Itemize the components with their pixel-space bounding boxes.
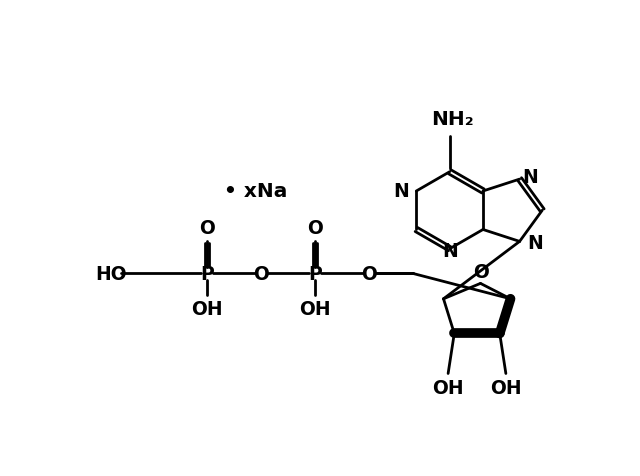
- Text: OH: OH: [299, 300, 331, 318]
- Text: OH: OH: [490, 378, 522, 397]
- Text: P: P: [200, 264, 214, 283]
- Text: N: N: [393, 182, 408, 201]
- Text: P: P: [308, 264, 322, 283]
- Text: O: O: [253, 264, 269, 283]
- Text: OH: OH: [191, 300, 223, 318]
- Text: N: N: [527, 234, 543, 253]
- Text: O: O: [307, 218, 323, 237]
- Text: N: N: [523, 167, 538, 186]
- Text: O: O: [361, 264, 377, 283]
- Text: OH: OH: [432, 378, 464, 397]
- Text: HO: HO: [95, 264, 127, 283]
- Text: O: O: [474, 262, 489, 281]
- Text: N: N: [442, 241, 458, 260]
- Text: NH₂: NH₂: [431, 110, 474, 129]
- Text: O: O: [199, 218, 215, 237]
- Text: • xNa: • xNa: [224, 182, 287, 201]
